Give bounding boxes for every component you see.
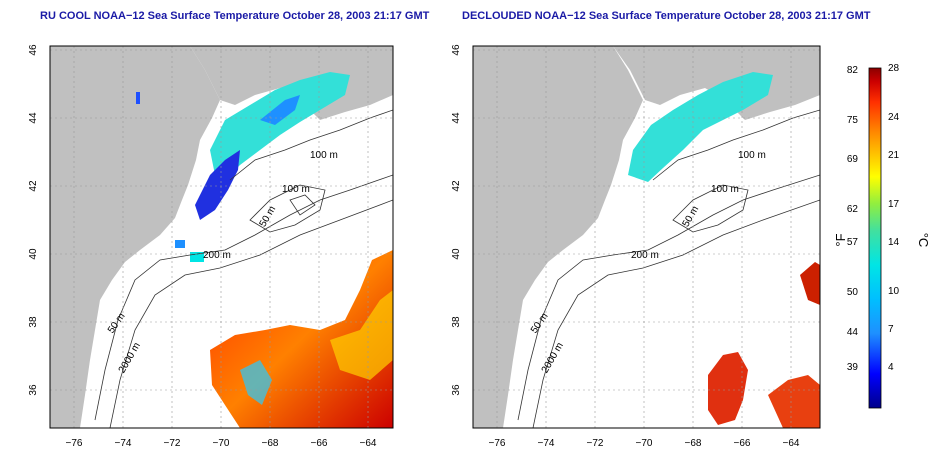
x-tick-label: −70 (213, 438, 230, 449)
x-tick-label: −64 (360, 438, 377, 449)
left-panel-title: RU COOL NOAA−12 Sea Surface Temperature … (40, 10, 430, 22)
c-tick-label: 24 (888, 112, 900, 123)
x-tick-label: −76 (489, 438, 506, 449)
land-mass-nova-scotia (190, 46, 393, 120)
bathymetry-contour-2000m (109, 199, 393, 428)
x-tick-label: −66 (734, 438, 751, 449)
sst-patch-small (190, 252, 204, 262)
y-tick-label: 38 (451, 316, 462, 328)
y-tick-label: 46 (451, 44, 462, 56)
bathymetry-contour-200m (94, 174, 393, 421)
x-tick-label: −76 (66, 438, 83, 449)
sst-gulf-stream-warm (708, 352, 748, 425)
sst-patch-cold-blue (195, 150, 240, 220)
fahrenheit-ticks: 82 75 69 62 57 50 44 39 (847, 65, 859, 373)
f-tick-label: 69 (847, 154, 859, 165)
c-tick-label: 28 (888, 63, 900, 74)
sst-gulf-stream-warm (800, 262, 820, 305)
sst-gulf-stream-cyan (240, 360, 272, 405)
y-tick-label: 40 (28, 248, 39, 260)
f-tick-label: 75 (847, 115, 859, 126)
x-tick-label: −68 (685, 438, 702, 449)
sst-patch-gulf-of-maine (210, 72, 350, 180)
y-axis: 36 38 40 42 44 46 (451, 44, 462, 396)
sst-gulf-stream-yellow (330, 290, 393, 380)
x-tick-label: −72 (164, 438, 181, 449)
bathy-label: 200 m (203, 250, 231, 261)
c-tick-label: 17 (888, 199, 900, 210)
sst-patch-small (175, 240, 185, 248)
x-tick-label: −72 (587, 438, 604, 449)
land-mass-us (50, 46, 220, 428)
sst-patch-gulf-of-maine (628, 72, 773, 182)
bathymetry-contour-2000m (532, 199, 820, 428)
y-tick-label: 42 (451, 180, 462, 192)
x-tick-label: −66 (311, 438, 328, 449)
map-frame (472, 45, 821, 429)
bathymetry-contour-200m (517, 174, 820, 421)
temperature-colorbar: 82 75 69 62 57 50 44 39 28 24 21 17 14 1… (833, 63, 931, 409)
sst-patch-small (136, 92, 140, 104)
f-tick-label: 50 (847, 287, 859, 298)
bathymetry-contour-inner (289, 194, 316, 216)
c-tick-label: 7 (888, 324, 894, 335)
bathy-label: 100 m (310, 150, 338, 161)
f-tick-label: 39 (847, 362, 859, 373)
land-mass-us (473, 46, 643, 428)
map-grid (473, 46, 820, 428)
x-tick-label: −74 (115, 438, 132, 449)
x-tick-label: −74 (538, 438, 555, 449)
bathy-label: 100 m (711, 184, 739, 195)
y-tick-label: 38 (28, 316, 39, 328)
c-tick-label: 21 (888, 150, 900, 161)
celsius-ticks: 28 24 21 17 14 10 7 4 (888, 63, 900, 373)
bathy-label: 100 m (738, 150, 766, 161)
y-tick-label: 42 (28, 180, 39, 192)
y-axis: 36 38 40 42 44 46 (28, 44, 39, 396)
x-tick-label: −70 (636, 438, 653, 449)
fahrenheit-label: °F (833, 233, 848, 246)
y-tick-label: 44 (28, 112, 39, 124)
c-tick-label: 4 (888, 362, 894, 373)
bathy-label: 100 m (282, 184, 310, 195)
c-tick-label: 10 (888, 286, 900, 297)
y-tick-label: 36 (451, 384, 462, 396)
f-tick-label: 57 (847, 237, 859, 248)
bathymetry-contour-georges-bank (672, 184, 749, 233)
land-mass-nova-scotia (613, 46, 820, 120)
x-tick-label: −64 (783, 438, 800, 449)
x-tick-label: −68 (262, 438, 279, 449)
x-axis: −76 −74 −72 −70 −68 −66 −64 (66, 438, 377, 449)
left-map-panel: 100 m 100 m 50 m 200 m 50 m 2000 m −76 −… (28, 44, 394, 449)
right-panel-title: DECLOUDED NOAA−12 Sea Surface Temperatur… (462, 10, 871, 22)
bathy-label: 200 m (631, 250, 659, 261)
y-tick-label: 46 (28, 44, 39, 56)
map-frame (49, 45, 394, 429)
f-tick-label: 82 (847, 65, 859, 76)
f-tick-label: 62 (847, 204, 859, 215)
c-tick-label: 14 (888, 237, 900, 248)
bathymetry-contour-georges-bank (249, 184, 326, 233)
y-tick-label: 40 (451, 248, 462, 260)
y-tick-label: 44 (451, 112, 462, 124)
map-grid (50, 46, 393, 428)
y-tick-label: 36 (28, 384, 39, 396)
f-tick-label: 44 (847, 327, 859, 338)
right-map-panel: 100 m 100 m 50 m 200 m 50 m 2000 m −76 −… (451, 44, 821, 449)
sst-gulf-stream-warm (768, 375, 820, 428)
celsius-label: °C (916, 233, 931, 248)
colorbar-gradient (868, 67, 882, 409)
x-axis: −76 −74 −72 −70 −68 −66 −64 (489, 438, 800, 449)
